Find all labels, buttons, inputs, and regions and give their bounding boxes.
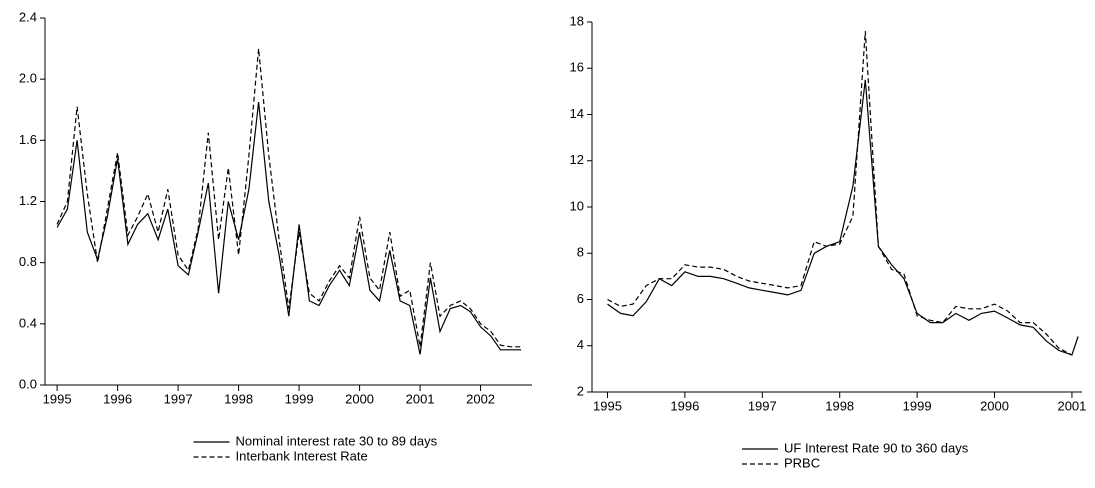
x-tick-label: 2002 <box>466 391 495 406</box>
legend-label: Interbank Interest Rate <box>236 448 368 463</box>
y-tick-label: 8 <box>577 245 584 260</box>
y-tick-label: 6 <box>577 291 584 306</box>
y-tick-label: 0.4 <box>19 315 37 330</box>
x-tick-label: 1997 <box>748 398 777 413</box>
y-tick-label: 0.8 <box>19 254 37 269</box>
x-tick-label: 1995 <box>43 391 72 406</box>
x-tick-label: 1997 <box>164 391 193 406</box>
series-line <box>56 48 522 348</box>
x-tick-label: 2001 <box>406 391 435 406</box>
x-tick-label: 1999 <box>903 398 932 413</box>
x-tick-label: 1998 <box>224 391 253 406</box>
legend-label: Nominal interest rate 30 to 89 days <box>236 433 438 448</box>
y-tick-label: 18 <box>570 13 584 28</box>
x-tick-label: 1996 <box>103 391 132 406</box>
series-line <box>56 102 522 355</box>
y-tick-label: 10 <box>570 198 584 213</box>
y-tick-label: 2 <box>577 383 584 398</box>
x-tick-label: 1996 <box>670 398 699 413</box>
x-tick-label: 2001 <box>1057 398 1086 413</box>
legend-label: UF Interest Rate 90 to 360 days <box>784 440 969 455</box>
y-tick-label: 12 <box>570 152 584 167</box>
y-tick-label: 2.4 <box>19 9 37 24</box>
x-tick-label: 2000 <box>980 398 1009 413</box>
y-tick-label: 0.0 <box>19 376 37 391</box>
x-tick-label: 1995 <box>593 398 622 413</box>
y-tick-label: 16 <box>570 60 584 75</box>
y-tick-label: 2.0 <box>19 71 37 86</box>
x-tick-label: 1999 <box>285 391 314 406</box>
y-tick-label: 14 <box>570 106 584 121</box>
x-tick-label: 2000 <box>345 391 374 406</box>
series-line <box>607 31 1073 356</box>
x-tick-label: 1998 <box>825 398 854 413</box>
legend-label: PRBC <box>784 455 820 470</box>
y-tick-label: 4 <box>577 337 584 352</box>
y-tick-label: 1.2 <box>19 193 37 208</box>
series-line <box>607 79 1079 356</box>
y-tick-label: 1.6 <box>19 132 37 147</box>
